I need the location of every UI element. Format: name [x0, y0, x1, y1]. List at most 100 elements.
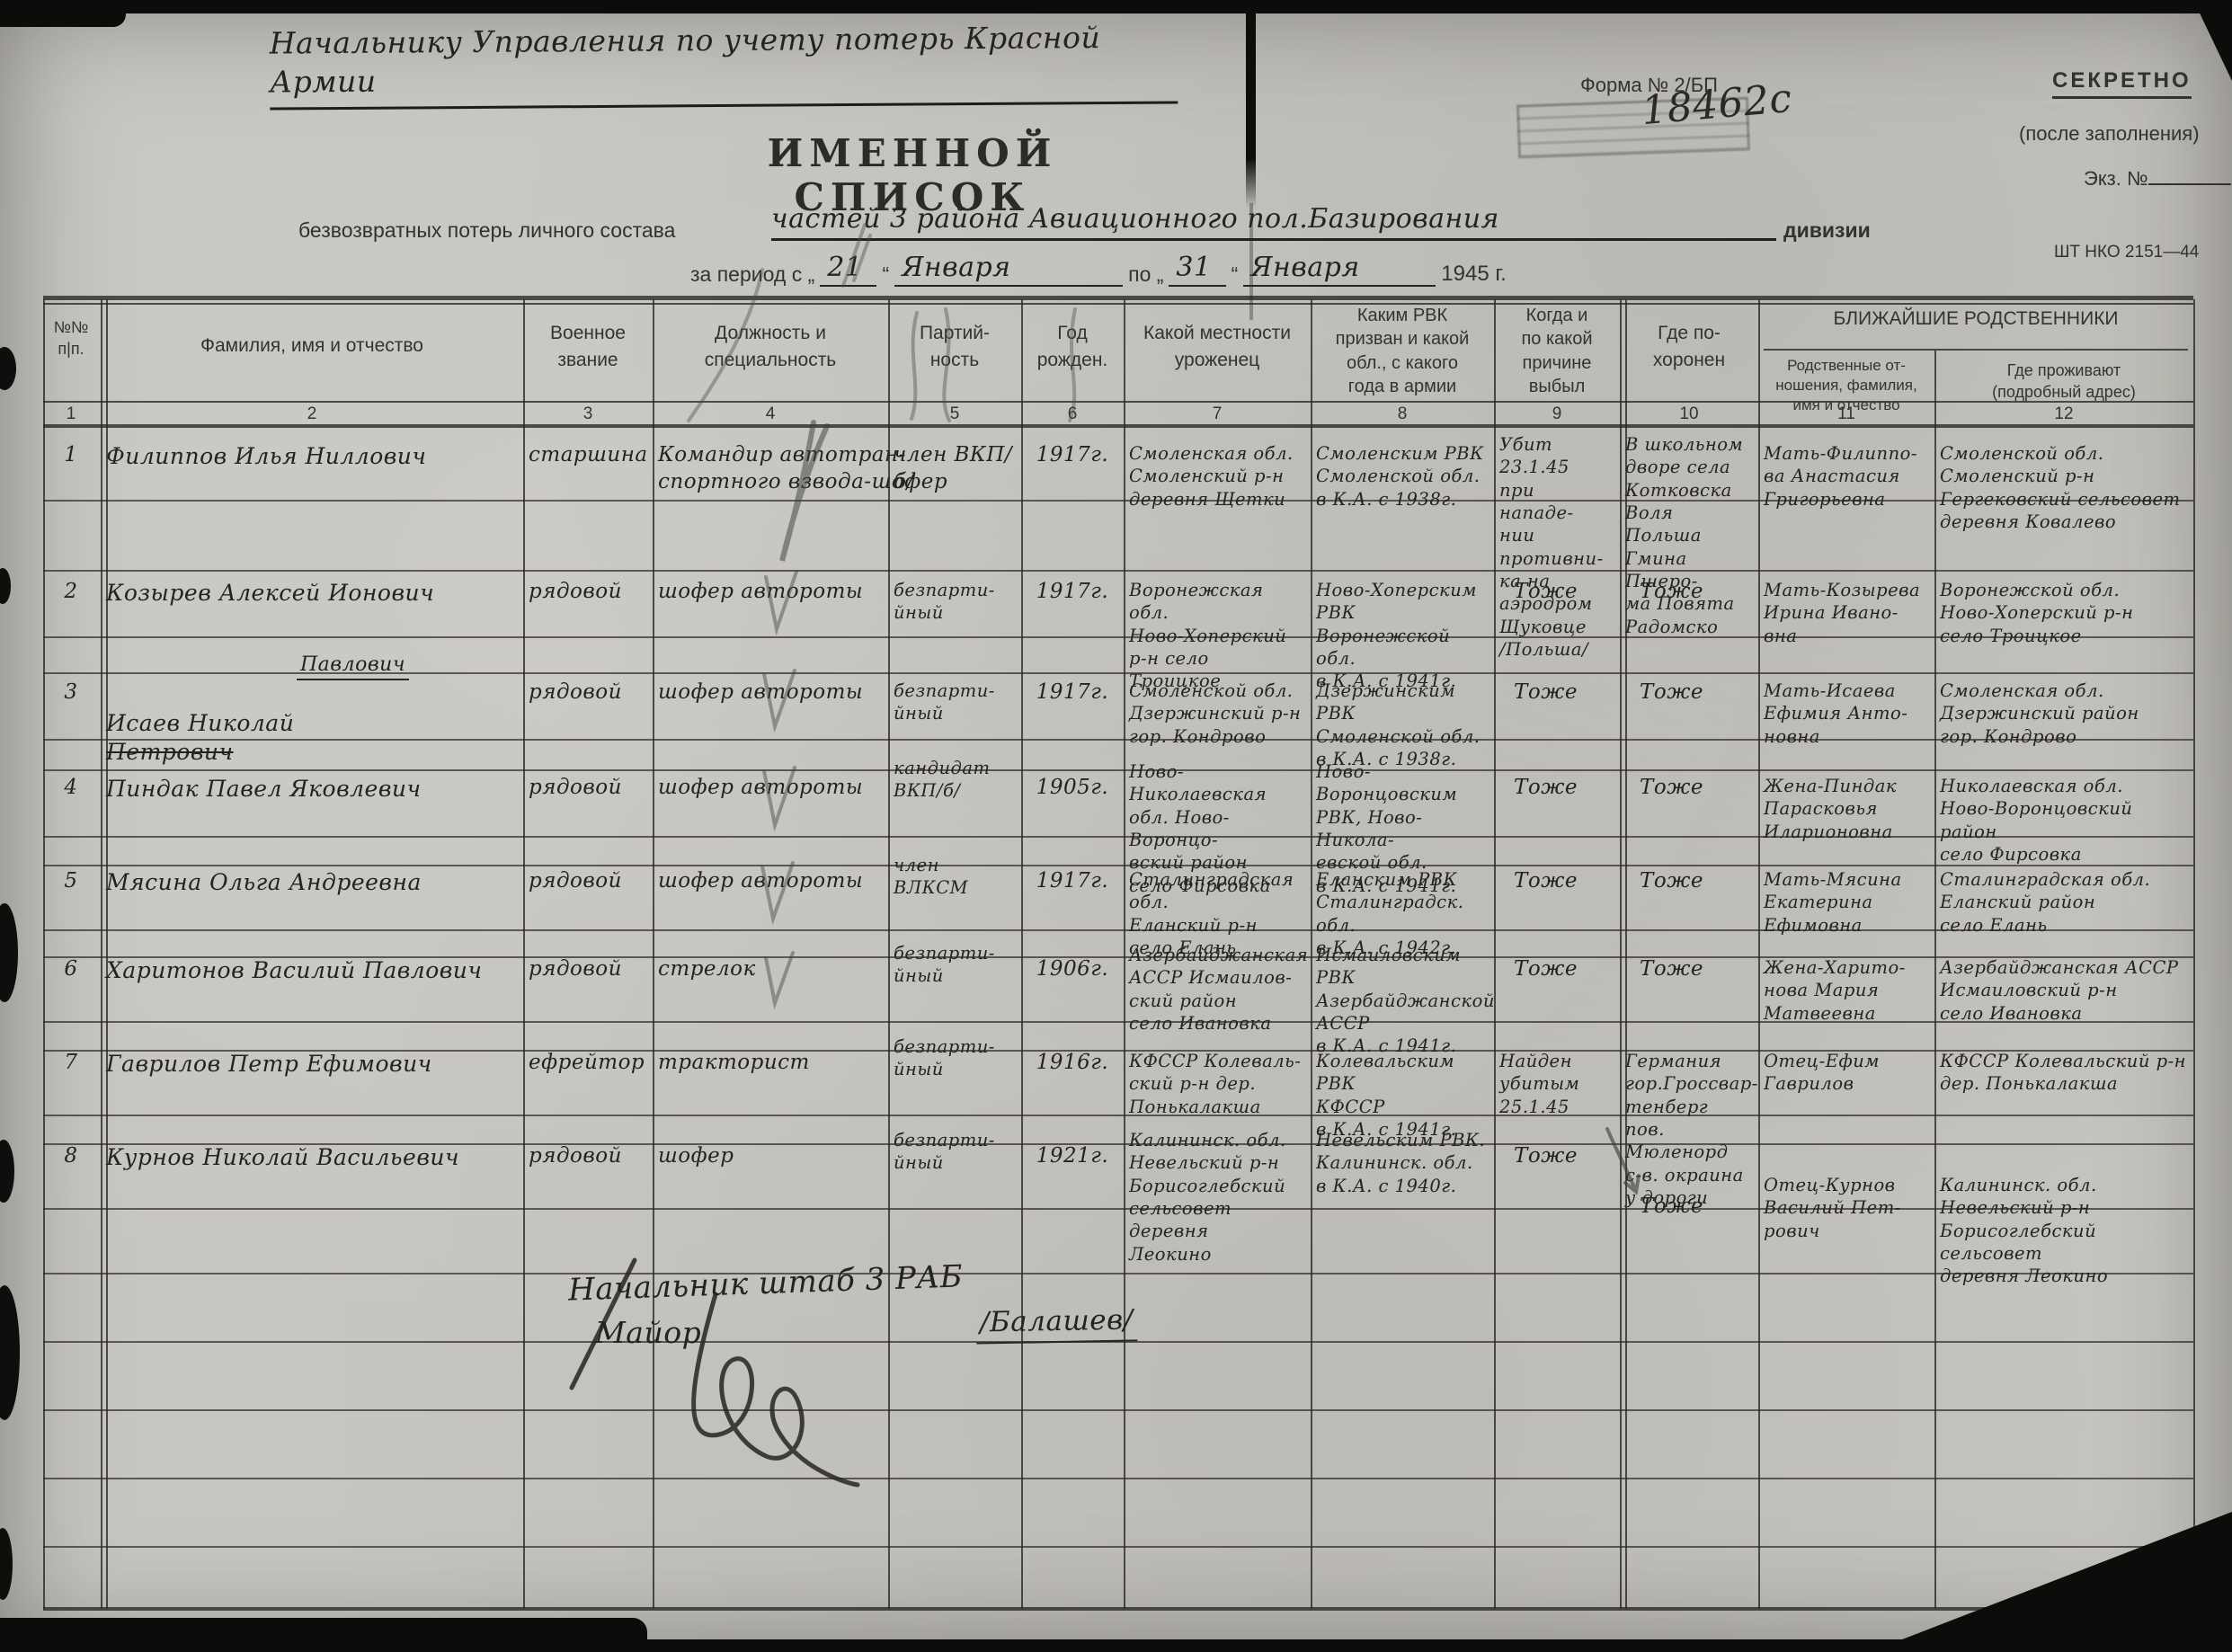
name-struck-text: Петрович	[106, 739, 234, 765]
relatives-cell: Жена-Пиндак Парасковья Иларионовна	[1764, 776, 1898, 842]
table-line	[43, 296, 2193, 300]
table-line	[2193, 299, 2195, 1609]
table-line	[43, 1607, 2193, 1611]
table-line	[43, 303, 2193, 305]
table-line	[1021, 299, 1023, 1609]
table-line	[43, 956, 2193, 958]
table-line	[43, 500, 2193, 502]
division-label: дивизии	[1783, 218, 1871, 242]
col-header-position: Должность и специальность	[704, 323, 837, 370]
col-number: 6	[1067, 404, 1078, 423]
table-line	[1494, 299, 1496, 1609]
period-from-month: Января	[894, 250, 1124, 287]
name-cell: Мясина Ольга Андреевна	[106, 869, 422, 895]
party-cell: член ВКП/б/	[894, 443, 1013, 493]
position-cell: шофер автороты	[658, 680, 864, 704]
col-number: 3	[582, 404, 593, 423]
position-cell: шофер автороты	[658, 776, 864, 799]
drafted-by-cell: Колевальским РВК КФССР в К.А. с 1941г.	[1316, 1051, 1457, 1141]
table-line	[1311, 299, 1312, 1609]
drafted-by-cell: Исмаиловским РВК Азербайджанской АССР в …	[1316, 945, 1495, 1057]
rank-cell: рядовой	[529, 680, 622, 704]
birthplace-cell: Сталинградская обл. Еланский р-н село Ел…	[1129, 869, 1294, 959]
table-line	[43, 401, 2193, 403]
party-cell: безпарти- йный	[894, 943, 995, 987]
table-line	[43, 1050, 2193, 1052]
drafted-by-cell: Еланским РВК Сталинградск. обл. в К.А. с…	[1316, 869, 1464, 959]
row-number: 7	[64, 1051, 78, 1074]
birth-year-cell: 1917г.	[1036, 580, 1109, 603]
casualty-cell: Тоже	[1514, 680, 1578, 704]
col-number: 2	[307, 404, 317, 423]
name-cell: Гаврилов Петр Ефимович	[106, 1051, 432, 1077]
table-line	[43, 1115, 2193, 1116]
secret-note: (после заполнения)	[2019, 122, 2200, 145]
scan-blemish	[0, 568, 11, 604]
rank-cell: рядовой	[529, 580, 622, 603]
name-cell: Пиндак Павел Яковлевич	[106, 776, 422, 802]
signature-scrawl	[569, 1257, 860, 1488]
birthplace-cell: Воронежская обл. Ново-Хоперский р-н село…	[1129, 580, 1287, 692]
burial-cell: Тоже	[1640, 680, 1703, 704]
table-line	[43, 929, 2193, 931]
scan-blemish	[0, 347, 16, 390]
birth-year-cell: 1916г.	[1036, 1051, 1109, 1074]
party-cell: безпарти- йный	[894, 580, 995, 624]
table-line	[43, 1273, 2193, 1275]
drafted-by-cell: Ново-Хоперским РВК Воронежской обл. в К.…	[1316, 580, 1477, 692]
table-line	[888, 299, 890, 1609]
period-po: по „	[1128, 262, 1164, 286]
col-header-relative-name: Родственные от- ношения, фамилия, имя и …	[1775, 357, 1917, 414]
subtitle-printed: безвозвратных потерь личного состава	[298, 218, 676, 242]
address-cell: КФССР Колевальский р-н дер. Понькалакша	[1940, 1051, 2187, 1095]
birth-year-cell: 1917г.	[1036, 680, 1109, 704]
position-cell: тракторист	[658, 1051, 810, 1074]
table-line	[43, 299, 45, 1609]
casualty-cell: Убит 23.1.45 при нападе- нии противни- к…	[1499, 434, 1604, 661]
birth-year-cell: 1906г.	[1036, 957, 1109, 981]
table-line	[43, 1546, 2193, 1548]
col-number: 9	[1552, 404, 1562, 423]
period-from-day: 21	[820, 250, 877, 287]
rank-cell: рядовой	[529, 776, 622, 799]
row-number: 6	[64, 957, 78, 981]
col-header-casualty: Когда и по какой причине выбыл	[1521, 306, 1593, 397]
scan-blemish	[0, 1528, 13, 1600]
table-line	[43, 636, 2193, 638]
table-line	[43, 424, 2193, 428]
scan-blemish	[0, 903, 18, 1002]
relatives-cell: Отец-Курнов Василий Пет- рович	[1764, 1175, 1901, 1241]
casualty-cell: Тоже	[1514, 1144, 1578, 1168]
table-line	[653, 299, 654, 1609]
rank-cell: рядовой	[529, 957, 622, 981]
col-header-burial: Где по- хоронен	[1652, 323, 1726, 370]
birthplace-cell: Азербайджанская АССР Исмаилов- ский райо…	[1129, 945, 1309, 1035]
row-number: 2	[64, 580, 78, 603]
address-cell: Воронежской обл. Ново-Хоперский р-н село…	[1940, 580, 2134, 646]
birth-year-cell: 1917г.	[1036, 443, 1109, 466]
col-number: 12	[2054, 404, 2074, 423]
burial-cell: Тоже	[1640, 776, 1703, 799]
table-line	[106, 299, 108, 1609]
relatives-cell: Отец-Ефим Гаврилов	[1764, 1051, 1880, 1095]
position-cell: шофер	[658, 1144, 734, 1168]
casualty-cell: Тоже	[1514, 869, 1578, 893]
name-cell: Курнов Николай Васильевич	[106, 1144, 460, 1170]
position-cell: шофер автороты	[658, 869, 864, 893]
party-cell: безпарти- йный	[894, 1130, 995, 1174]
col-number: 10	[1679, 404, 1699, 423]
fold-crease	[1246, 0, 1256, 209]
address-cell: Азербайджанская АССР Исмаиловский р-н се…	[1940, 957, 2179, 1024]
scan-blemish	[0, 1285, 20, 1420]
address-cell: Николаевская обл. Ново-Воронцовский райо…	[1940, 776, 2133, 866]
table-line	[1758, 299, 1760, 1609]
row-number: 5	[64, 869, 78, 893]
casualty-cell: Тоже	[1514, 957, 1578, 981]
drafted-by-cell: Дзержинским РВК Смоленской обл. в К.А. с…	[1316, 680, 1481, 770]
col-number: 7	[1212, 404, 1223, 423]
table-line	[43, 1021, 2193, 1023]
casualty-cell: Тоже	[1514, 580, 1578, 603]
col-number: 4	[765, 404, 776, 423]
